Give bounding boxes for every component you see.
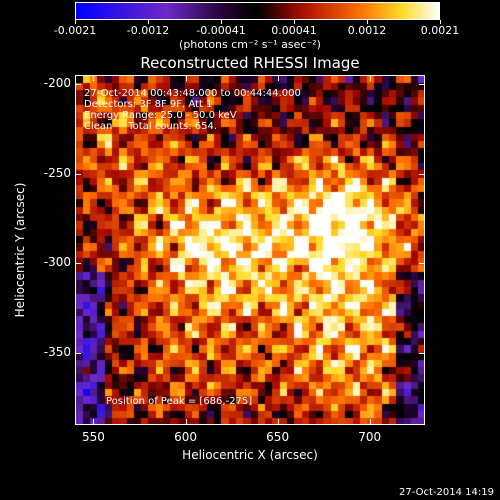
colorbar-tick-label: -0.0012	[126, 24, 170, 37]
annotation-detectors: Detectors: 3F 8F 9F, Att 1	[84, 99, 213, 110]
annotation-clean-counts: Clean Total counts: 654.	[84, 121, 218, 132]
y-axis-title: Heliocentric Y (arcsec)	[13, 182, 27, 318]
x-tick	[185, 76, 187, 81]
y-tick-label: -350	[43, 345, 71, 360]
y-tick	[419, 263, 424, 265]
x-axis-title: Heliocentric X (arcsec)	[182, 448, 318, 462]
colorbar-tick	[148, 20, 149, 24]
x-tick	[277, 76, 279, 81]
annotation-time-range: 27-Oct-2014 00:43:48.000 to 00:44:44.000	[84, 88, 301, 99]
colorbar-tick	[294, 20, 295, 24]
colorbar-tick	[75, 20, 76, 24]
x-tick	[93, 76, 95, 81]
colorbar-tick	[221, 20, 222, 24]
colorbar-tick-label: 0.0021	[420, 24, 460, 37]
y-tick	[419, 353, 424, 355]
y-tick-label: -250	[43, 165, 71, 180]
x-tick-label: 700	[358, 430, 382, 444]
x-tick-label: 650	[266, 430, 290, 444]
y-tick	[76, 263, 81, 265]
annotation-peak-position: Position of Peak = [686,-275]	[106, 396, 253, 407]
colorbar-tick-label: 0.00041	[271, 24, 317, 37]
y-tick	[76, 173, 81, 175]
heatmap-image	[76, 76, 424, 424]
x-tick	[93, 419, 95, 424]
x-tick-label: 600	[174, 430, 197, 444]
y-tick-label: -300	[43, 255, 71, 270]
x-tick	[369, 419, 371, 424]
x-tick	[369, 76, 371, 81]
colorbar-tick-label: -0.00041	[196, 24, 246, 37]
colorbar-tick-label: -0.0021	[53, 24, 97, 37]
colorbar-tick	[367, 20, 368, 24]
annotation-energy-range: Energy Range: 25.0 - 50.0 keV	[84, 110, 237, 121]
y-tick-label: -200	[43, 75, 71, 90]
colorbar	[75, 2, 440, 20]
chart-title: Reconstructed RHESSI Image	[140, 54, 360, 72]
x-tick-label: 550	[81, 430, 105, 444]
y-tick	[419, 83, 424, 85]
y-tick	[419, 173, 424, 175]
x-tick	[185, 419, 187, 424]
x-tick	[277, 419, 279, 424]
colorbar-tick-label: 0.0012	[347, 24, 387, 37]
y-tick	[76, 83, 81, 85]
colorbar-tick	[440, 20, 441, 24]
timestamp: 27-Oct-2014 14:19	[399, 487, 494, 498]
heatmap-plot-area: 27-Oct-2014 00:43:48.000 to 00:44:44.000…	[75, 75, 425, 425]
y-tick	[76, 353, 81, 355]
colorbar-unit-label: (photons cm⁻² s⁻¹ asec⁻²)	[179, 38, 321, 51]
